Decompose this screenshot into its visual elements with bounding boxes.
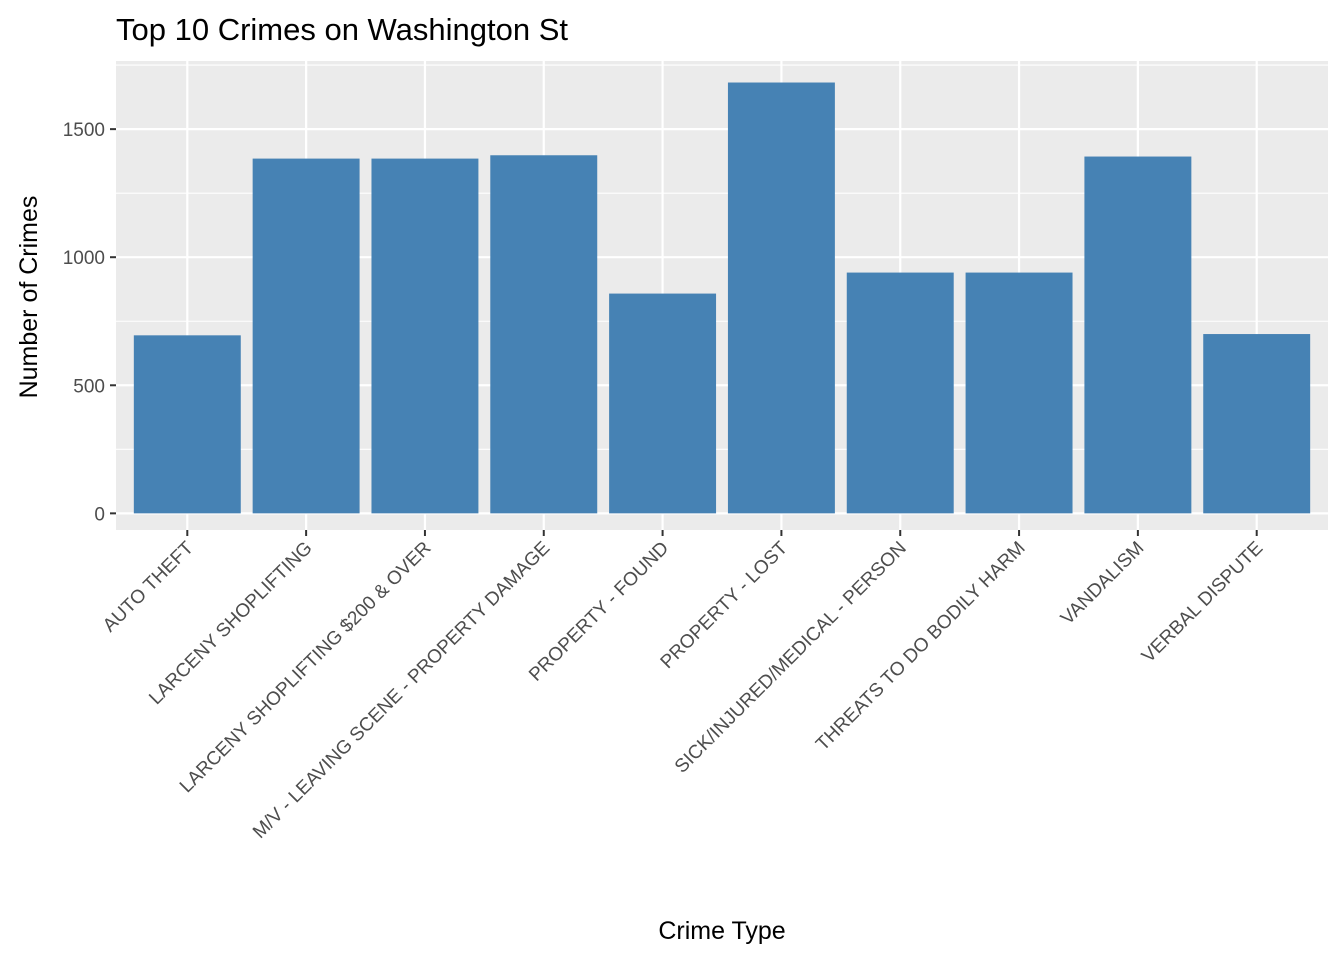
bar [727,82,835,514]
x-tick-label: VERBAL DISPUTE [1138,538,1267,667]
y-tick-label: 0 [94,504,105,525]
x-tick-label: PROPERTY - LOST [657,537,793,673]
x-axis-title: Crime Type [658,917,785,945]
x-tick-label: VANDALISM [1057,538,1149,630]
bar [1084,156,1192,514]
x-tick-label: LARCENY SHOPLIFTING $200 & OVER [176,538,436,798]
bar [490,155,598,514]
bar [846,272,954,514]
y-tick-label: 1000 [63,248,105,269]
bar [133,335,241,514]
bar [1203,334,1311,514]
x-tick-label: SICK/INJURED/MEDICAL - PERSON [671,538,911,778]
x-tick-label: THREATS TO DO BODILY HARM [812,538,1029,755]
chart-title: Top 10 Crimes on Washington St [116,12,568,47]
x-tick-label: PROPERTY - FOUND [525,538,673,686]
x-tick-label: AUTO THEFT [99,537,198,636]
y-tick-label: 1500 [63,120,105,141]
y-axis-title: Number of Crimes [15,196,43,399]
bar [371,158,479,514]
y-tick-label: 500 [73,376,105,397]
bar [609,293,717,514]
bar [252,158,360,514]
bar [965,272,1073,514]
y-axis: 0 500 1000 1500 [63,120,116,525]
bars [133,82,1311,514]
